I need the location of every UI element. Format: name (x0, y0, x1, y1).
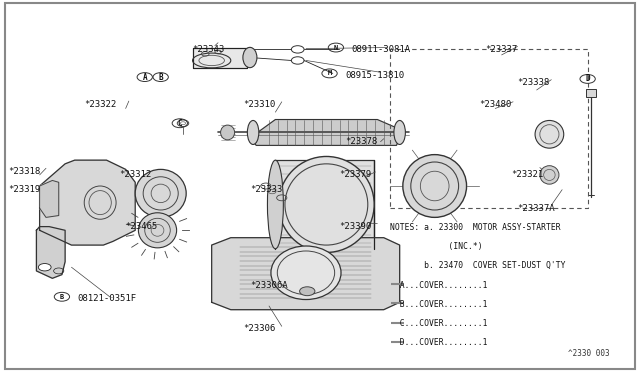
Ellipse shape (403, 155, 467, 217)
Text: D...COVER........1: D...COVER........1 (390, 338, 488, 347)
Ellipse shape (247, 121, 259, 144)
Ellipse shape (221, 125, 235, 140)
Text: b. 23470  COVER SET-DUST Q'TY: b. 23470 COVER SET-DUST Q'TY (390, 261, 566, 270)
Ellipse shape (271, 246, 341, 299)
Text: B...COVER........1: B...COVER........1 (390, 300, 488, 309)
Polygon shape (40, 160, 135, 245)
Text: B: B (60, 294, 64, 300)
Text: *23333: *23333 (250, 185, 282, 194)
Text: *23343: *23343 (193, 45, 225, 54)
Circle shape (300, 287, 315, 296)
Text: *23306A: *23306A (250, 281, 287, 290)
Ellipse shape (394, 121, 405, 144)
Text: A: A (143, 73, 147, 81)
Text: D: D (586, 74, 590, 83)
Text: *23318: *23318 (8, 167, 40, 176)
Text: NOTES: a. 23300  MOTOR ASSY-STARTER: NOTES: a. 23300 MOTOR ASSY-STARTER (390, 223, 561, 232)
Text: *23465: *23465 (125, 222, 158, 231)
FancyBboxPatch shape (193, 48, 246, 68)
Text: B: B (158, 73, 163, 81)
Ellipse shape (138, 213, 177, 248)
Text: *23312: *23312 (119, 170, 152, 179)
Text: *23310: *23310 (244, 100, 276, 109)
Text: 08915-13810: 08915-13810 (346, 71, 404, 80)
Text: (INC.*): (INC.*) (390, 242, 483, 251)
Polygon shape (212, 238, 399, 310)
FancyBboxPatch shape (586, 89, 596, 97)
Ellipse shape (278, 157, 374, 253)
Text: *23319: *23319 (8, 185, 40, 194)
Ellipse shape (268, 160, 284, 249)
Polygon shape (36, 227, 65, 278)
Polygon shape (40, 180, 59, 217)
Text: *23337: *23337 (486, 45, 518, 54)
Ellipse shape (243, 47, 257, 68)
Text: *23379: *23379 (339, 170, 371, 179)
Text: C...COVER........1: C...COVER........1 (390, 319, 488, 328)
Text: *23338: *23338 (518, 78, 550, 87)
Text: M: M (328, 70, 332, 76)
Circle shape (38, 263, 51, 271)
Text: *23480: *23480 (479, 100, 511, 109)
Text: *23378: *23378 (346, 137, 378, 146)
Text: *23337A: *23337A (518, 203, 555, 213)
Text: N: N (334, 45, 338, 51)
Text: *23322: *23322 (84, 100, 116, 109)
Polygon shape (250, 119, 403, 145)
Text: *23321: *23321 (511, 170, 543, 179)
Text: A...COVER........1: A...COVER........1 (390, 280, 488, 289)
Ellipse shape (535, 121, 564, 148)
Text: 08121-0351F: 08121-0351F (78, 294, 137, 303)
Text: 08911-3081A: 08911-3081A (352, 45, 411, 54)
Ellipse shape (540, 166, 559, 184)
Text: *23306: *23306 (244, 324, 276, 333)
Text: ^2330 003: ^2330 003 (568, 349, 610, 358)
Text: C: C (177, 119, 182, 128)
FancyBboxPatch shape (275, 160, 374, 249)
Text: *23390: *23390 (339, 222, 371, 231)
Ellipse shape (135, 169, 186, 217)
